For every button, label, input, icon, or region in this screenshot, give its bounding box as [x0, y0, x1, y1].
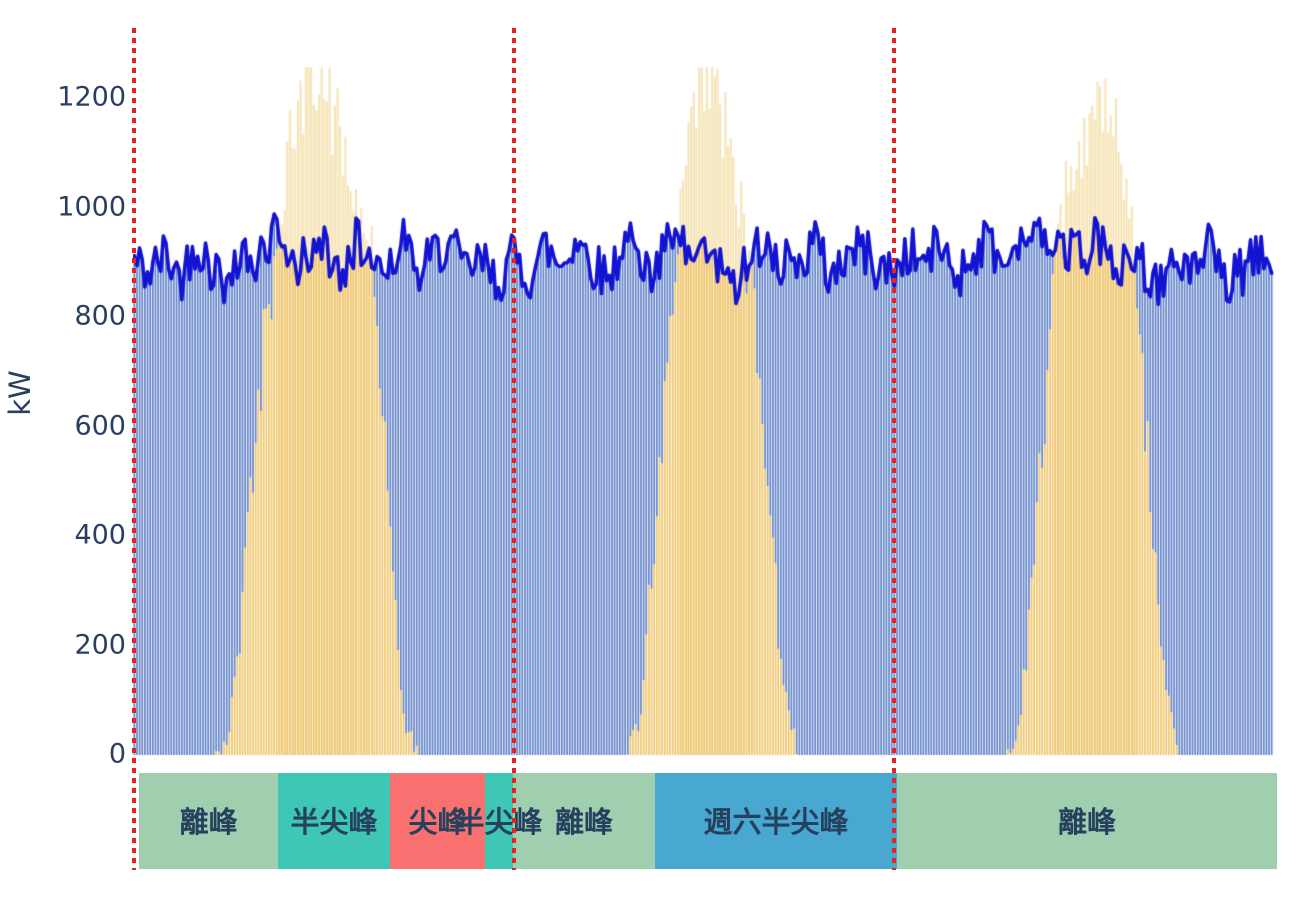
- y-tick-label: 0: [108, 738, 126, 770]
- period-segment: 尖峰: [389, 773, 485, 869]
- period-segment-label: 離峰: [1057, 805, 1116, 840]
- period-segment-label: 離峰: [179, 805, 238, 840]
- period-segment-label: 尖峰: [408, 805, 467, 840]
- period-segment: 離峰: [513, 773, 656, 869]
- y-tick-label: 1200: [57, 81, 126, 113]
- period-segment-label: 週六半尖峰: [703, 805, 849, 840]
- y-tick-label: 800: [74, 300, 126, 332]
- y-tick-label: 1000: [57, 190, 126, 222]
- period-segment-label: 半尖峰: [290, 805, 378, 840]
- period-segment: 週六半尖峰: [655, 773, 897, 869]
- y-tick-label: 600: [74, 409, 126, 441]
- period-segment-label: 離峰: [554, 805, 614, 840]
- period-segment: 離峰: [896, 773, 1277, 869]
- period-segment-label: 半尖峰: [455, 805, 543, 840]
- period-segment: 半尖峰: [278, 773, 390, 869]
- y-tick-label: 200: [74, 628, 126, 660]
- period-segment: 半尖峰: [455, 773, 542, 869]
- chart-plot-canvas: [133, 28, 1274, 759]
- day-boundary-line: [512, 28, 516, 870]
- day-boundary-line: [132, 28, 136, 870]
- y-tick-label: 400: [74, 519, 126, 551]
- day-boundary-line: [892, 28, 896, 870]
- period-segment: 離峰: [139, 773, 279, 869]
